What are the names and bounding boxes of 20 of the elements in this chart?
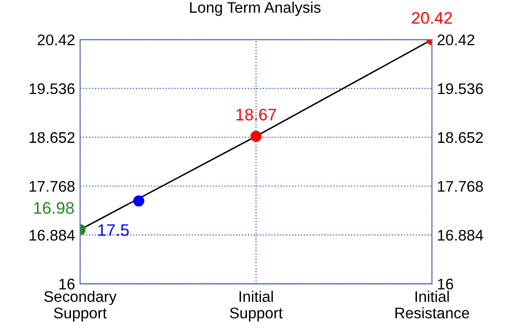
y-tick-label: 18.652 (30, 132, 74, 143)
y-tick-label: 20.42 (38, 34, 74, 46)
y2-tick-label: 18.652 (438, 132, 483, 143)
data-label: 17.5 (98, 224, 129, 236)
y-tick-label: 19.536 (30, 83, 75, 94)
data-label: 16.98 (34, 202, 74, 214)
x-tick-label: Initial Support (230, 290, 283, 322)
chart-title: Long Term Analysis (190, 2, 321, 16)
y-tick-label: 16.884 (30, 230, 75, 241)
x-tick-label: Secondary Support (44, 290, 117, 322)
y2-tick-label: 17.768 (438, 180, 483, 192)
x-tick-label: Initial Resistance (395, 290, 470, 318)
y2-tick-label: 20.42 (438, 34, 474, 46)
y-tick-label: 17.768 (30, 180, 75, 192)
y-tick-label: 16 (59, 278, 75, 290)
y2-tick-label: 16 (438, 278, 454, 290)
y2-tick-label: 16.884 (438, 230, 484, 241)
y2-tick-label: 19.536 (438, 83, 483, 94)
data-label: 20.42 (412, 12, 452, 24)
data-label: 18.67 (236, 108, 276, 120)
